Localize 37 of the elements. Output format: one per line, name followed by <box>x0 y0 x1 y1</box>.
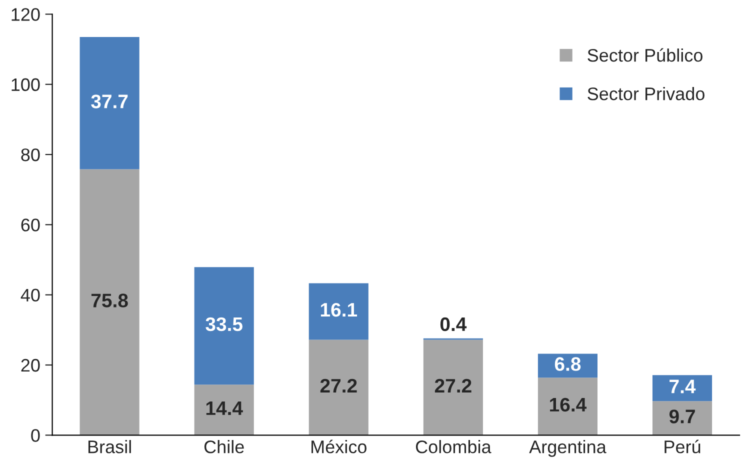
legend-label: Sector Privado <box>588 86 704 100</box>
x-tick-label: Chile <box>204 440 244 454</box>
bar <box>538 378 598 436</box>
data-label: 9.7 <box>669 410 695 424</box>
data-label: 33.5 <box>206 317 242 332</box>
x-tick-label: México <box>312 440 366 454</box>
bar <box>194 267 254 385</box>
x-tick-label: Argentina <box>529 440 606 457</box>
y-tick-label: 80 <box>21 148 40 162</box>
x-tick-label: Colombia <box>416 440 492 454</box>
y-tick-label: 20 <box>21 358 40 372</box>
legend-label: Sector Público <box>588 48 702 62</box>
data-label: 75.8 <box>91 294 128 308</box>
bar <box>423 340 483 436</box>
data-label: 7.4 <box>670 380 696 394</box>
bar <box>194 384 254 436</box>
y-tick-label: 0 <box>31 429 40 442</box>
bar <box>80 169 140 436</box>
bar <box>308 340 368 436</box>
data-label: 16.4 <box>550 398 587 412</box>
data-label: 6.8 <box>554 357 581 371</box>
y-tick-label: 120 <box>12 8 40 21</box>
bar <box>652 401 712 436</box>
data-label: 16.1 <box>320 302 358 317</box>
bar <box>308 283 368 340</box>
x-tick-label: Brasil <box>88 440 131 454</box>
y-tick-label: 60 <box>21 218 40 232</box>
data-label: 27.2 <box>320 378 357 392</box>
y-tick-label: 100 <box>12 78 40 92</box>
y-tick-label: 40 <box>20 288 40 302</box>
x-tick-label: Perú <box>664 440 700 454</box>
data-label: 14.4 <box>206 402 243 415</box>
data-label: 0.4 <box>440 317 467 332</box>
bar <box>652 375 712 402</box>
data-label: 37.7 <box>91 94 128 108</box>
bar <box>80 36 140 170</box>
data-label: 27.2 <box>434 378 472 392</box>
